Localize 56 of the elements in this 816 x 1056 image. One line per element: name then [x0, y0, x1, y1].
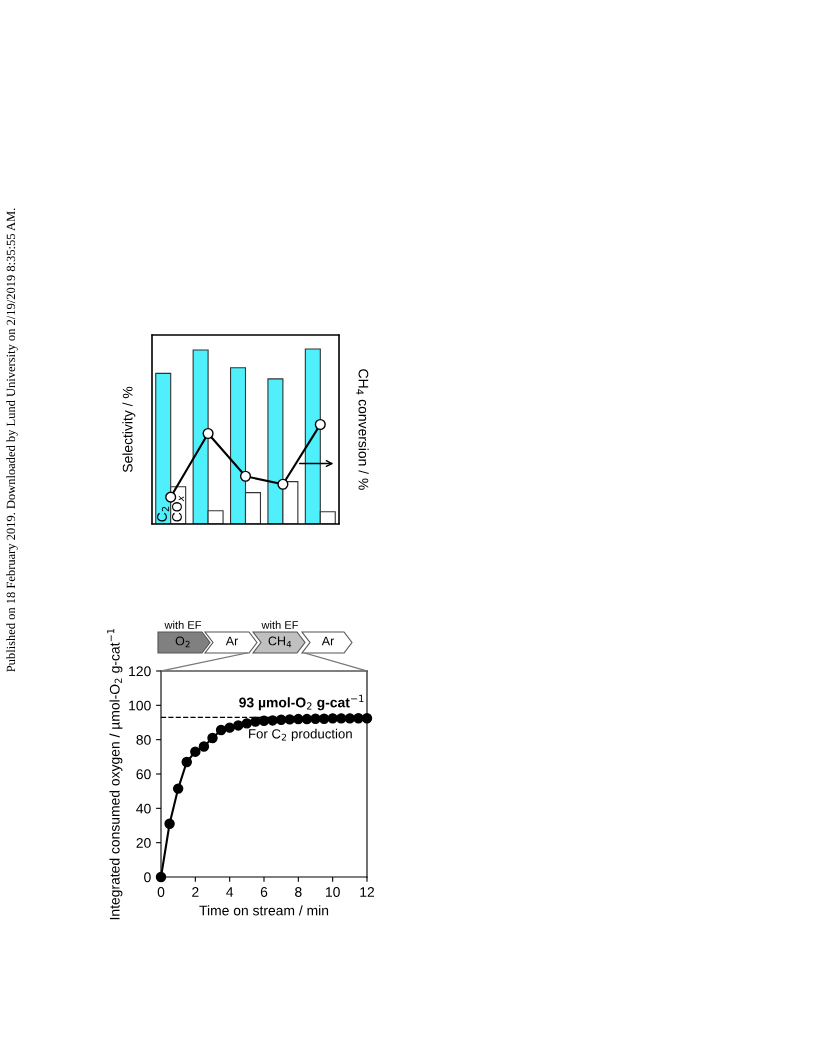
x-tick-label: 4	[226, 887, 234, 897]
point	[181, 756, 192, 768]
point	[215, 724, 227, 736]
point	[267, 715, 278, 726]
point	[318, 713, 330, 724]
point	[336, 713, 347, 724]
point	[165, 491, 177, 503]
y-tick-label: 80	[136, 735, 151, 745]
x-tick-label: 10	[326, 887, 340, 897]
point	[301, 713, 313, 725]
point	[293, 713, 304, 725]
series-label: CO$_{x}$	[172, 495, 185, 522]
point	[353, 712, 364, 724]
point	[233, 720, 244, 731]
point	[155, 871, 167, 883]
y-tick-label: 20	[136, 838, 151, 848]
point	[207, 732, 218, 744]
text: with EF	[261, 620, 299, 629]
point	[241, 718, 253, 729]
text: Ar	[225, 636, 239, 646]
point	[250, 716, 261, 727]
point	[314, 418, 326, 431]
x-tick-label: 12	[360, 887, 375, 897]
point	[164, 818, 175, 829]
y-axis-title: Selectivity / %	[122, 386, 136, 473]
x-axis-title: Time on stream / min	[199, 905, 329, 916]
y-tick-label: 0	[144, 872, 151, 883]
y-tick-label: 40	[136, 803, 151, 814]
text: CH$_{4}$	[268, 636, 292, 648]
point	[277, 478, 289, 490]
text: O$_{2}$	[175, 636, 190, 648]
x-tick-label: 6	[260, 887, 268, 897]
text: Ar	[321, 636, 335, 646]
point	[202, 427, 214, 440]
point	[275, 714, 287, 725]
y-axis-title: CH$_{4}$ conversion / %	[356, 369, 369, 490]
annotation: 93 µmol-O$_{2}$ g-cat$^{−1}$	[239, 694, 364, 711]
point	[361, 712, 373, 724]
point	[258, 715, 270, 726]
y-tick-label: 60	[136, 769, 151, 780]
x-tick-label: 8	[295, 887, 302, 897]
point	[198, 741, 210, 752]
point	[224, 722, 235, 733]
text: with EF	[164, 620, 202, 629]
x-tick-label: 0	[157, 887, 165, 897]
y-tick-label: 100	[129, 700, 151, 711]
text: Published on 18 February 2019. Downloaded by Lund University on 2/19/2019 8:35:55 AM.	[6, 208, 18, 672]
series-label: C$_{2}$	[157, 506, 170, 522]
point	[239, 470, 252, 482]
annotation: For C$_{2}$ production	[249, 728, 352, 742]
point	[310, 713, 321, 724]
point	[190, 746, 201, 757]
point	[172, 783, 184, 794]
y-tick-label: 120	[129, 666, 151, 677]
x-tick-label: 2	[192, 887, 199, 897]
y-axis-title: Integrated consumed oxygen / µmol-O$_{2}$ g-cat$^{−1}$	[107, 628, 123, 920]
